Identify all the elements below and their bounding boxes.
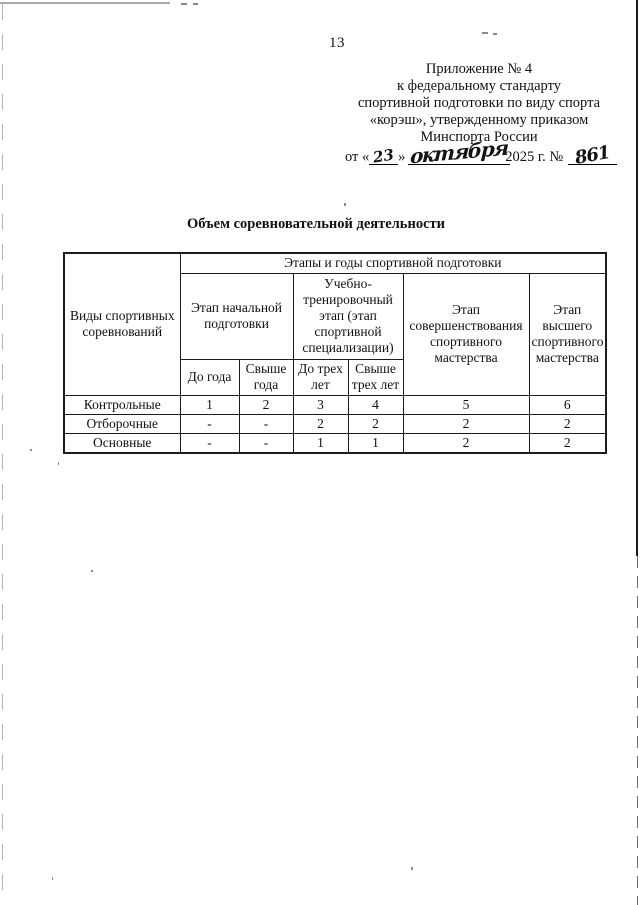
value-cell: 2: [528, 413, 607, 434]
header-line: Минспорта России: [420, 129, 538, 145]
value-cell: 5: [402, 394, 530, 415]
date-prefix: от «: [345, 149, 370, 165]
handwritten-day: 23: [372, 145, 396, 167]
col-group-header-cell: Этапы и годы спортивной подготовки: [179, 252, 607, 274]
data-table: Виды спортивных соревнований Этапы и год…: [63, 252, 608, 454]
value-cell: 1: [292, 432, 349, 453]
table-row: Основные - - 1 1 2 2: [63, 432, 607, 453]
scan-speck: [493, 33, 497, 35]
value-cell: 4: [347, 394, 404, 415]
value-cell: -: [179, 413, 240, 434]
order-date-line: от «23» октября2025 г. № 861: [345, 136, 617, 169]
scan-speck: [30, 449, 32, 451]
scan-speck: [411, 867, 413, 870]
scan-speck: [482, 32, 488, 34]
value-cell: 1: [347, 432, 404, 453]
value-cell: 2: [238, 394, 294, 415]
row-header-cell: Виды спортивных соревнований: [63, 252, 181, 396]
scan-speck: [344, 203, 346, 206]
handwritten-month-blank: октября: [408, 136, 511, 168]
value-cell: -: [238, 413, 294, 434]
scan-edge-left: [2, 4, 3, 896]
sub-header-cell: До трех лет: [292, 358, 349, 396]
table-row: Этап начальной подготовки Учебно-трениро…: [64, 272, 607, 396]
value-cell: 2: [528, 432, 607, 453]
scan-speck: [91, 570, 93, 572]
scan-speck: [52, 877, 53, 880]
page-number: 13: [329, 35, 345, 51]
handwritten-month: октября: [409, 135, 509, 169]
sub-header-cell: Свыше года: [238, 358, 294, 396]
stage-header-cell: Этап высшего спортивного мастерства: [528, 272, 607, 396]
value-cell: 2: [347, 413, 404, 434]
sub-header-cell: Свыше трех лет: [347, 358, 404, 396]
stage-header-cell: Этап начальной подготовки: [179, 272, 294, 360]
scan-edge-top: [0, 2, 170, 4]
value-cell: 2: [402, 432, 530, 453]
competition-volume-table: Виды спортивных соревнований Этапы и год…: [63, 252, 608, 454]
table-row: До года Свыше года До трех лет Свыше тре…: [64, 358, 606, 396]
value-cell: 2: [402, 413, 530, 434]
scan-edge-right-lower: [637, 556, 638, 905]
value-cell: -: [238, 432, 294, 453]
handwritten-order-number: 861: [573, 142, 612, 169]
date-quote-close: »: [398, 149, 406, 165]
row-label-cell: Основные: [63, 432, 181, 453]
value-cell: -: [179, 432, 240, 453]
document-title: Объем соревновательной деятельности: [187, 216, 445, 232]
value-cell: 6: [528, 394, 607, 415]
header-line: к федеральному стандарту: [397, 78, 561, 94]
stage-header-cell: Учебно-тренировочный этап (этап спортивн…: [292, 272, 404, 360]
value-cell: 3: [292, 394, 349, 415]
row-label-cell: Контрольные: [63, 394, 181, 415]
handwritten-day-blank: 23: [369, 145, 399, 167]
header-line: спортивной подготовки по виду спорта: [357, 95, 601, 111]
value-cell: 2: [292, 413, 349, 434]
table-row: Контрольные 1 2 3 4 5 6: [63, 394, 607, 415]
row-label-cell: Отборочные: [63, 413, 181, 434]
value-cell: 1: [179, 394, 240, 415]
scan-speck: [58, 462, 59, 465]
scan-speck: [193, 3, 198, 5]
appendix-header: Приложение № 4 к федеральному стандарту …: [345, 61, 617, 169]
stage-header-cell: Этап совершенствования спортивного масте…: [402, 272, 530, 396]
scan-edge-right: [636, 0, 638, 556]
table-row: Виды спортивных соревнований Этапы и год…: [63, 252, 607, 396]
scan-speck: [181, 3, 187, 5]
date-year: 2025 г. №: [505, 149, 564, 165]
header-line: «корэш», утвержденному приказом: [369, 112, 589, 128]
table-row: Отборочные - - 2 2 2 2: [63, 413, 607, 434]
handwritten-number-blank: 861: [568, 142, 617, 169]
sub-header-cell: До года: [179, 358, 240, 396]
header-line: Приложение № 4: [425, 61, 533, 77]
